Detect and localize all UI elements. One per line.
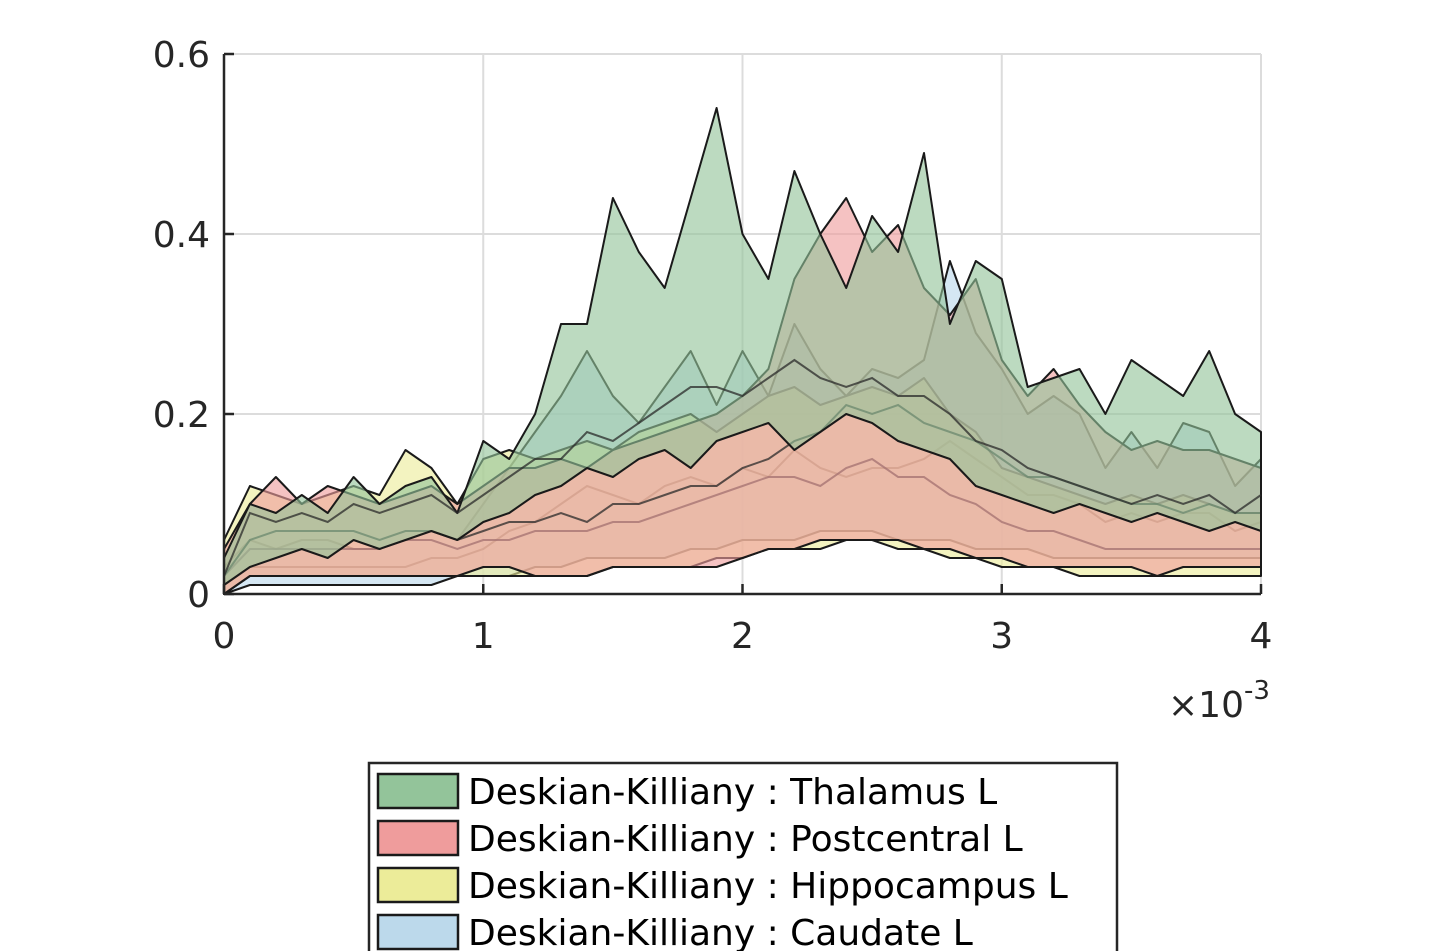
legend-swatch-4 [376, 913, 460, 951]
tick-labels: 0 1 2 3 4 0 0.2 0.4 0.6 [153, 35, 1273, 657]
legend-swatch-2 [376, 819, 460, 857]
x-exponent-base: ×10 [1168, 685, 1244, 726]
legend-label-3: Deskian-Killiany : Hippocampus L [468, 866, 1068, 907]
x-tick-label: 3 [990, 616, 1013, 657]
x-tick-label: 4 [1250, 616, 1273, 657]
y-tick-label: 0.4 [153, 215, 210, 256]
series-mean-line-1 [223, 358, 1262, 577]
legend-box [367, 761, 1119, 951]
legend-swatch-3 [376, 866, 460, 904]
x-exponent-power: -3 [1244, 676, 1270, 706]
chart-areas [223, 107, 1262, 595]
y-tick-label: 0 [187, 575, 210, 616]
x-tick-label: 1 [472, 616, 495, 657]
legend-swatch-1 [376, 772, 460, 810]
legend-label-2: Deskian-Killiany : Postcentral L [468, 819, 1023, 860]
legend: Deskian-Killiany : Thalamus L Deskian-Kil… [367, 761, 1119, 951]
x-exponent-label: ×10-3 [1168, 676, 1270, 726]
x-tick-label: 2 [731, 616, 754, 657]
x-tick-label: 0 [213, 616, 236, 657]
axes [222, 52, 1263, 596]
legend-label-4: Deskian-Killiany : Caudate L [468, 913, 973, 951]
y-tick-label: 0.6 [153, 35, 210, 76]
legend-label-1: Deskian-Killiany : Thalamus L [468, 772, 997, 813]
series-band-1 [223, 107, 1262, 586]
y-tick-label: 0.2 [153, 395, 210, 436]
